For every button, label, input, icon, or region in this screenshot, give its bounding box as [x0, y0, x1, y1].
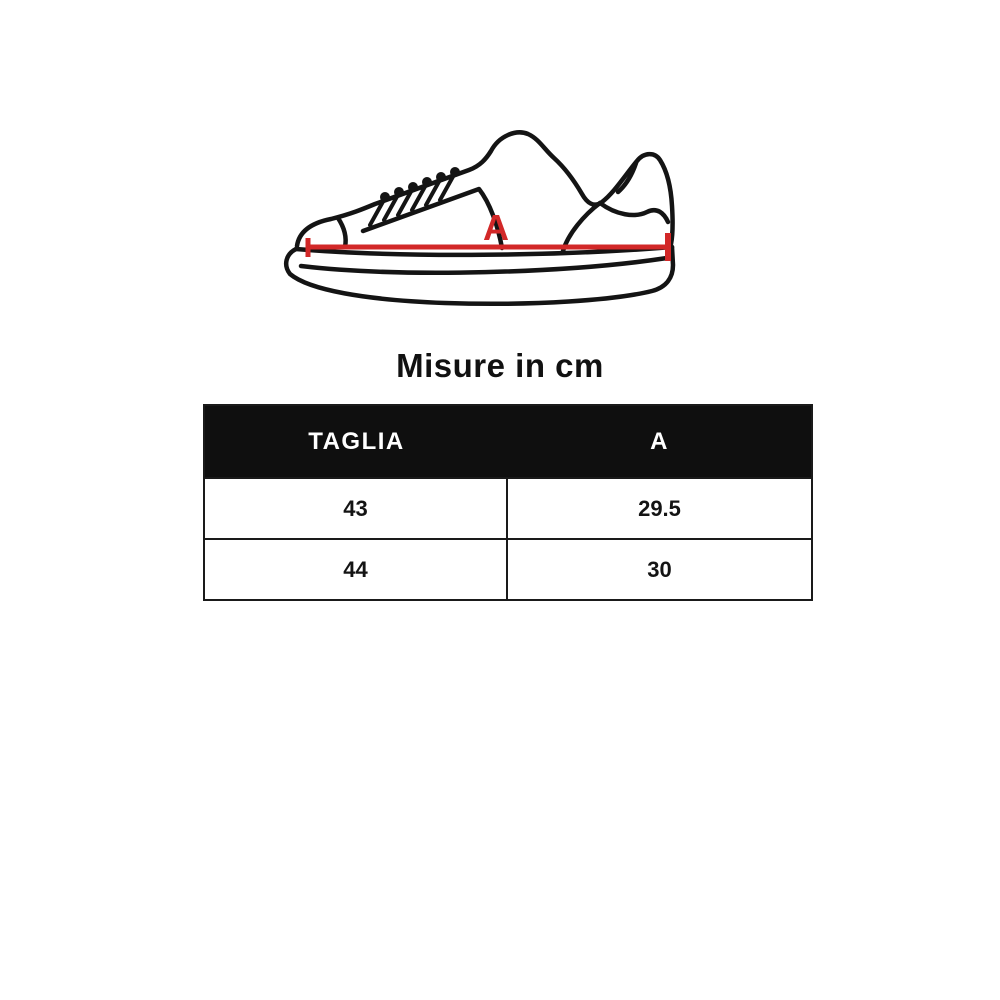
measurement-label: A [483, 207, 509, 248]
size-table-header-row: TAGLIA A [205, 406, 811, 477]
cell-measure-30: 30 [647, 556, 672, 582]
shoe-diagram: A [283, 126, 713, 318]
header-cell-a: A [650, 427, 669, 455]
measurement-group [305, 233, 671, 261]
shoe-laces [368, 171, 457, 227]
shoe-toecap-seam [335, 215, 348, 250]
shoe-eyestay-line [360, 186, 505, 251]
shoe-eyelets [380, 167, 460, 202]
cell-size-44: 44 [205, 540, 508, 599]
size-table: TAGLIA A 43 29.5 44 30 [203, 404, 813, 601]
shoe-outline-group [283, 130, 676, 307]
shoe-sole-top-line [293, 244, 675, 258]
shoe-upper-outline [294, 130, 675, 249]
page-title: Misure in cm [396, 347, 604, 384]
header-cell-taglia: TAGLIA [308, 427, 405, 455]
table-row: 44 30 [205, 538, 811, 599]
shoe-outsole [283, 244, 676, 307]
table-row: 43 29.5 [205, 477, 811, 538]
shoe-sole-mid-line [298, 255, 670, 275]
shoe-heel-tab-seam [615, 160, 639, 195]
shoe-collar-edge [560, 200, 603, 254]
shoe-heel-overlay [597, 200, 671, 225]
cell-measure-29-5: 29.5 [638, 495, 681, 521]
cell-size-43: 43 [205, 479, 508, 538]
sneaker-illustration: A [283, 130, 676, 307]
